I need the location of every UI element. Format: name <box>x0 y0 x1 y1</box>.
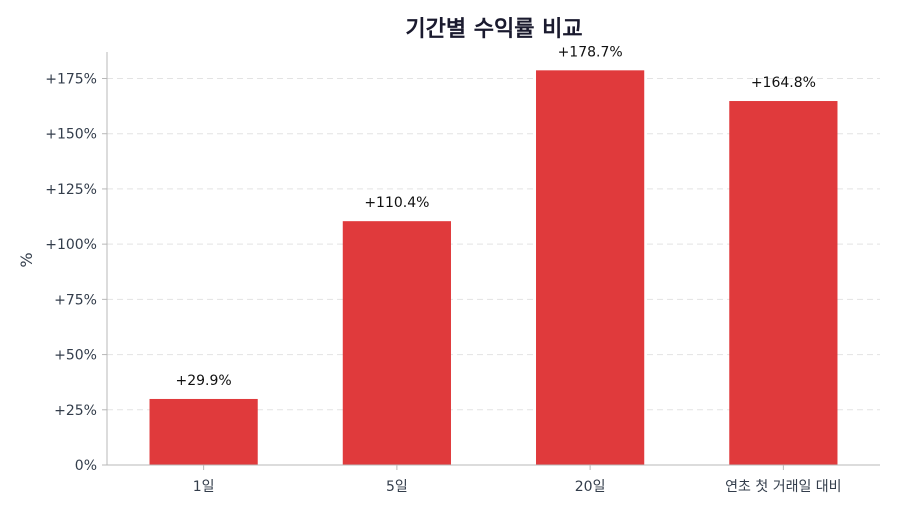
y-tick-labels: 0% +25% +50% +75% +100% +125% +150% +175% <box>45 72 107 474</box>
data-label: +178.7% <box>558 44 623 60</box>
y-axis-label: % <box>17 252 36 267</box>
y-tick-label: 0% <box>75 458 97 474</box>
data-label: +110.4% <box>364 195 429 211</box>
x-tick-label: 5일 <box>386 479 408 495</box>
bar <box>149 398 258 465</box>
bars <box>149 70 838 466</box>
y-tick-label: +125% <box>45 182 97 198</box>
x-tick-label: 1일 <box>193 479 215 495</box>
y-tick-label: +175% <box>45 72 97 88</box>
y-tick-label: +25% <box>54 403 97 419</box>
x-tick-labels: 1일 5일 20일 연초 첫 거래일 대비 <box>193 465 842 495</box>
y-tick-label: +75% <box>54 292 97 308</box>
x-tick-label: 20일 <box>575 479 606 495</box>
x-tick-label: 연초 첫 거래일 대비 <box>725 479 841 495</box>
chart-title: 기간별 수익률 비교 <box>405 17 582 42</box>
bar <box>536 70 645 465</box>
bar <box>342 221 451 465</box>
data-labels: +29.9% +110.4% +178.7% +164.8% <box>176 44 816 389</box>
data-label: +164.8% <box>751 75 816 91</box>
data-label: +29.9% <box>176 373 232 389</box>
y-tick-label: +150% <box>45 127 97 143</box>
bar <box>729 101 838 466</box>
y-tick-label: +100% <box>45 237 97 253</box>
y-tick-label: +50% <box>54 348 97 364</box>
